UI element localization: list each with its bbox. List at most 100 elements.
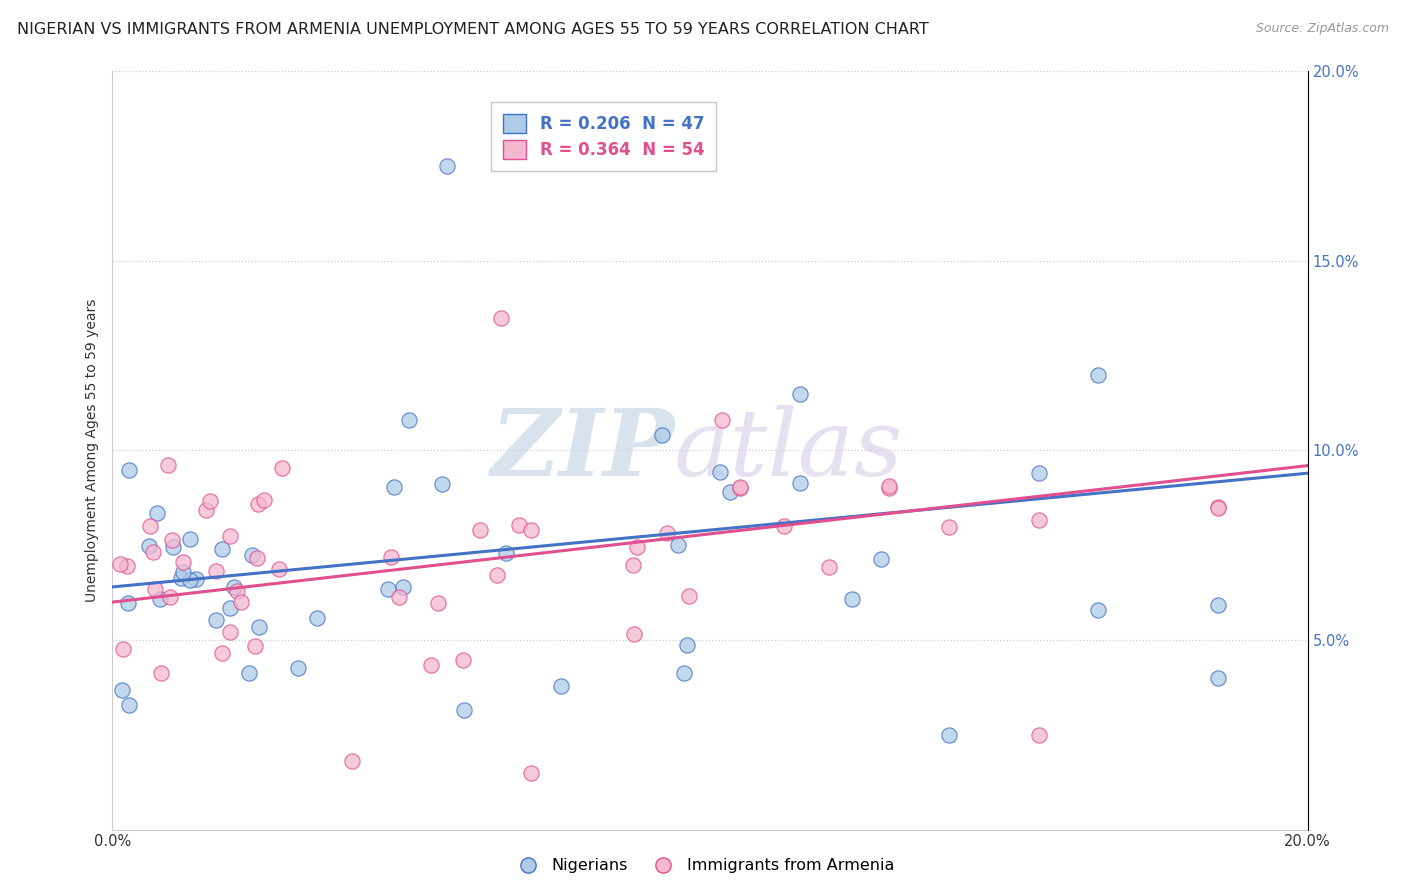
Point [117,596,139,610]
Point [184,572,207,586]
Point [219,624,242,639]
Point [1087,603,1109,617]
Point [1087,368,1109,382]
Point [879,482,901,496]
Point [668,538,690,552]
Point [246,551,269,566]
Point [205,613,228,627]
Text: atlas: atlas [675,406,904,495]
Point [305,611,328,625]
Point [219,600,242,615]
Point [157,458,180,473]
Point [520,523,543,537]
Point [427,596,450,610]
Point [495,545,517,559]
Point [938,520,960,534]
Point [118,463,141,477]
Point [655,525,678,540]
Point [162,540,184,554]
Point [1028,728,1050,742]
Point [1028,466,1050,480]
Point [340,755,363,769]
Point [111,683,134,698]
Point [211,541,233,556]
Point [179,532,201,546]
Point [271,461,294,475]
Point [218,529,240,543]
Point [508,517,530,532]
Point [391,580,413,594]
Point [143,582,166,597]
Point [938,728,960,742]
Point [138,518,160,533]
Point [675,638,697,652]
Point [194,502,217,516]
Point [789,475,811,490]
Point [1206,671,1229,685]
Point [118,698,141,712]
Point [1028,513,1050,527]
Point [841,591,863,606]
Point [470,524,492,538]
Y-axis label: Unemployment Among Ages 55 to 59 years: Unemployment Among Ages 55 to 59 years [86,299,100,602]
Point [173,555,195,569]
Point [623,627,645,641]
Text: NIGERIAN VS IMMIGRANTS FROM ARMENIA UNEMPLOYMENT AMONG AGES 55 TO 59 YEARS CORRE: NIGERIAN VS IMMIGRANTS FROM ARMENIA UNEM… [17,22,928,37]
Point [430,477,453,491]
Point [246,497,269,511]
Point [269,561,291,575]
Point [160,533,183,547]
Point [150,666,173,681]
Point [879,479,901,493]
Point [1206,598,1229,612]
Point [728,480,751,494]
Point [205,564,228,578]
Point [146,506,169,520]
Point [678,589,700,603]
Point [772,518,794,533]
Point [380,550,402,565]
Point [520,765,543,780]
Point [398,413,420,427]
Point [247,620,270,634]
Point [240,548,263,562]
Point [222,580,245,594]
Point [388,590,411,604]
Point [382,480,405,494]
Point [377,582,399,597]
Point [436,159,458,173]
Point [485,568,508,582]
Point [141,545,163,559]
Point [550,679,572,693]
Point [453,703,475,717]
Point [225,583,247,598]
Point [709,465,731,479]
Point [489,310,512,325]
Point [200,494,222,508]
Legend: R = 0.206  N = 47, R = 0.364  N = 54: R = 0.206 N = 47, R = 0.364 N = 54 [491,103,716,171]
Point [451,653,474,667]
Point [243,639,266,653]
Point [112,641,135,656]
Point [870,552,893,566]
Point [108,558,131,572]
Point [231,595,253,609]
Legend: Nigerians, Immigrants from Armenia: Nigerians, Immigrants from Armenia [505,852,901,880]
Text: Source: ZipAtlas.com: Source: ZipAtlas.com [1256,22,1389,36]
Point [179,573,201,587]
Point [1206,500,1229,515]
Point [170,571,193,585]
Point [287,661,309,675]
Point [720,484,742,499]
Text: ZIP: ZIP [489,406,675,495]
Point [672,666,695,681]
Point [621,558,644,573]
Point [1206,501,1229,516]
Point [238,666,260,681]
Point [651,428,673,442]
Point [138,539,160,553]
Point [626,540,648,554]
Point [789,386,811,401]
Point [253,492,276,507]
Point [159,590,181,604]
